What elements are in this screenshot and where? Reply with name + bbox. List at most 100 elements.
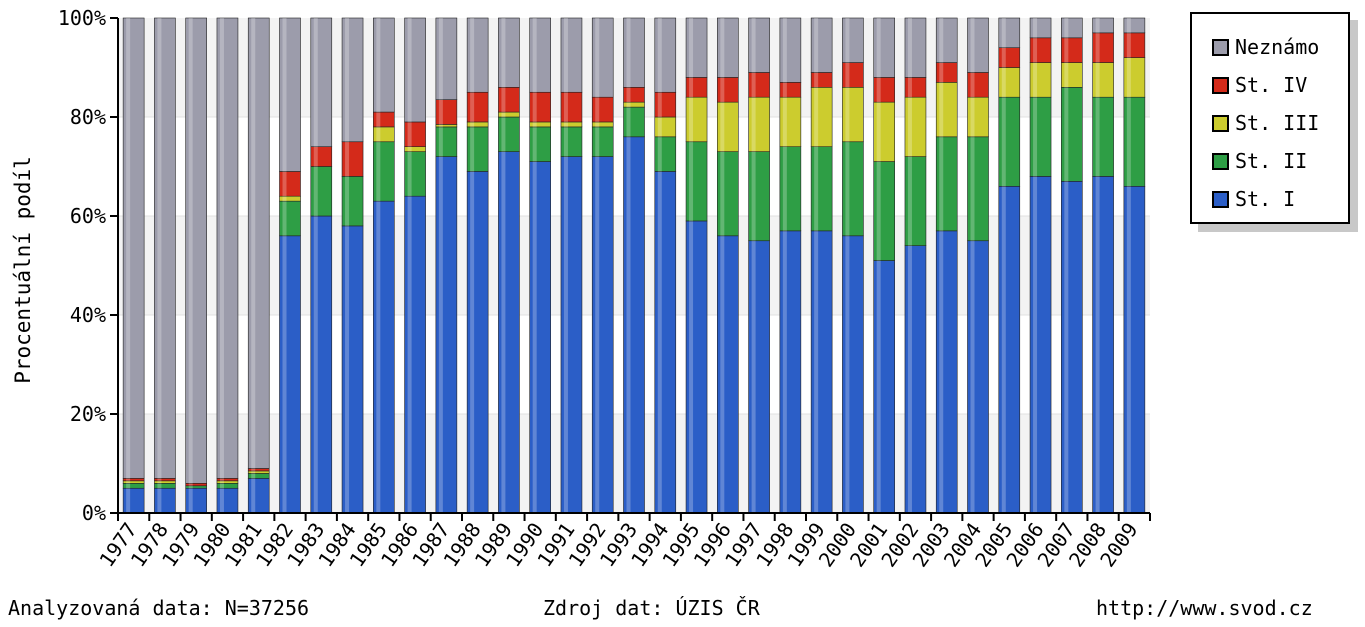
bar-highlight <box>970 136 975 241</box>
bar-highlight <box>282 171 287 197</box>
bar-highlight <box>219 480 224 484</box>
bar-highlight <box>939 136 944 231</box>
bar-highlight <box>595 97 600 122</box>
bar-highlight <box>939 82 944 137</box>
bar-highlight <box>1064 87 1069 182</box>
bar-segment-nezn-mo-1990 <box>529 17 551 93</box>
bar-segment-nezn-mo-2003 <box>935 17 958 63</box>
bar-highlight <box>876 77 881 103</box>
bar-highlight <box>157 480 162 484</box>
bar-highlight <box>470 18 475 93</box>
bar-highlight <box>219 488 224 513</box>
bar-segment-nezn-mo-2008 <box>1092 17 1114 34</box>
bar-highlight <box>1126 32 1131 58</box>
bar-highlight <box>563 18 568 93</box>
bar-highlight <box>845 62 850 88</box>
y-tick-label: 60% <box>70 204 106 228</box>
bar-highlight <box>814 87 819 147</box>
bars <box>122 17 1146 514</box>
bar-segment-nezn-mo-1984 <box>341 17 364 143</box>
x-tick-labels: 1977197819791980198119821983198419851986… <box>94 518 1142 571</box>
bar-highlight <box>970 240 975 513</box>
bar-highlight <box>470 126 475 172</box>
bar-highlight <box>376 201 381 513</box>
bar-segment-nezn-mo-1983 <box>310 17 333 147</box>
bar-highlight <box>157 18 162 479</box>
bar-highlight <box>407 18 412 122</box>
bar-highlight <box>282 201 287 236</box>
legend-swatch <box>1212 38 1229 56</box>
legend-swatch <box>1212 190 1229 208</box>
legend-item: St. IV <box>1212 66 1348 104</box>
bar-highlight <box>657 136 662 172</box>
bar-highlight <box>782 97 787 147</box>
bar-highlight <box>814 230 819 513</box>
bar-segment-nezn-mo-1999 <box>810 17 833 73</box>
bar-segment-nezn-mo-1978 <box>154 17 176 479</box>
bar-highlight <box>470 121 475 127</box>
bar-highlight <box>657 92 662 117</box>
footer-url[interactable]: http://www.svod.cz <box>1096 596 1313 620</box>
bar-highlight <box>563 92 568 122</box>
bar-highlight <box>313 146 318 167</box>
bar-segment-nezn-mo-1977 <box>122 17 145 479</box>
bar-highlight <box>720 77 725 103</box>
bar-highlight <box>438 124 443 127</box>
y-tick-label: 40% <box>70 303 106 327</box>
bar-highlight <box>438 126 443 157</box>
bar-highlight <box>219 18 224 479</box>
legend-label: St. I <box>1235 187 1296 211</box>
footer-analyzed-data: Analyzovaná data: N=37256 <box>8 596 310 620</box>
bar-segment-nezn-mo-2004 <box>967 17 989 73</box>
bar-highlight <box>407 196 412 513</box>
bar-highlight <box>814 146 819 231</box>
bar-highlight <box>907 245 912 513</box>
bar-highlight <box>501 117 506 152</box>
bar-highlight <box>1064 18 1069 38</box>
bar-highlight <box>939 230 944 513</box>
bar-highlight <box>126 483 131 489</box>
footer-data-source: Zdroj dat: ÚZIS ČR <box>543 596 760 620</box>
bar-segment-nezn-mo-2000 <box>842 17 864 63</box>
bar-highlight <box>1095 18 1100 33</box>
bar-highlight <box>689 77 694 98</box>
bar-highlight <box>376 112 381 127</box>
bar-highlight <box>970 18 975 73</box>
bar-highlight <box>720 18 725 78</box>
bar-highlight <box>907 18 912 78</box>
bar-highlight <box>282 235 287 514</box>
legend-item: Neznámo <box>1212 28 1348 66</box>
bar-highlight <box>251 468 256 471</box>
bar-highlight <box>1033 176 1038 513</box>
bar-highlight <box>1001 186 1006 514</box>
bar-segment-nezn-mo-1997 <box>748 17 770 73</box>
axes <box>110 17 1151 521</box>
bar-highlight <box>376 126 381 142</box>
bar-highlight <box>876 260 881 513</box>
bar-highlight <box>1001 18 1006 48</box>
bar-highlight <box>251 478 256 513</box>
bar-highlight <box>845 235 850 514</box>
bar-segment-nezn-mo-2007 <box>1061 17 1083 39</box>
bar-highlight <box>470 171 475 513</box>
bar-segment-nezn-mo-1979 <box>185 17 207 484</box>
bar-highlight <box>1001 97 1006 187</box>
bar-highlight <box>1033 37 1038 63</box>
bar-highlight <box>814 72 819 88</box>
bar-highlight <box>939 62 944 83</box>
bar-highlight <box>876 102 881 162</box>
bar-segment-nezn-mo-2001 <box>873 17 895 78</box>
bar-highlight <box>1126 18 1131 33</box>
bar-highlight <box>720 235 725 514</box>
bar-highlight <box>313 216 318 513</box>
bar-highlight <box>470 92 475 122</box>
bar-highlight <box>689 97 694 142</box>
bar-highlight <box>532 18 537 93</box>
bar-highlight <box>563 156 568 513</box>
bar-highlight <box>626 87 631 103</box>
bar-highlight <box>1001 67 1006 98</box>
legend-item: St. II <box>1212 142 1348 180</box>
bar-highlight <box>782 146 787 231</box>
bar-highlight <box>501 151 506 513</box>
